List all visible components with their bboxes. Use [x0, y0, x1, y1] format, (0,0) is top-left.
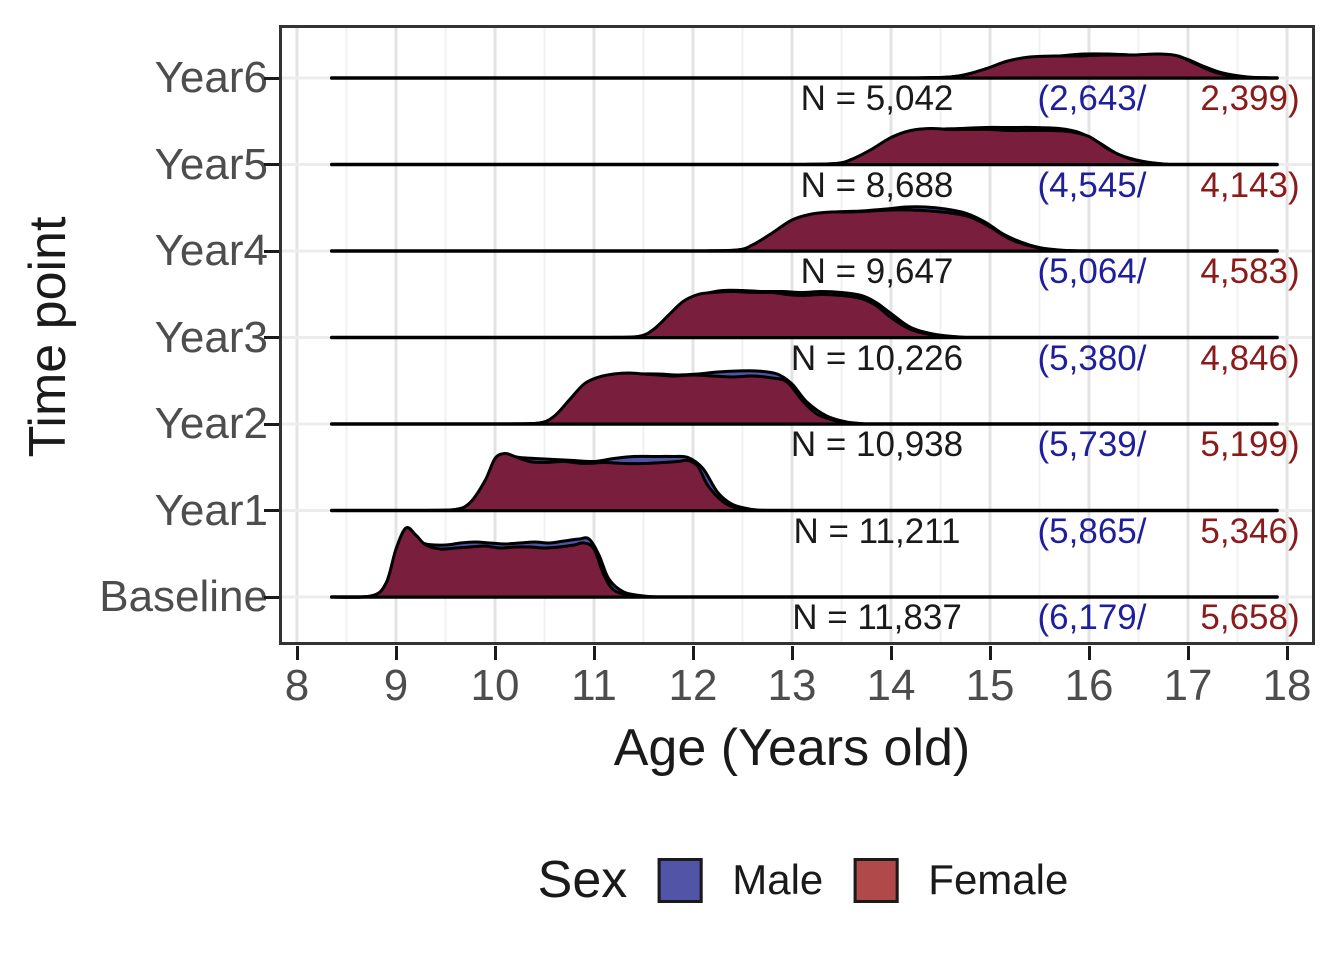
annotation-total-year4: N = 9,647: [800, 252, 954, 291]
annotation-male-year4: (5,064/: [1037, 252, 1147, 291]
annotation-female-year3: 4,846): [1200, 338, 1300, 378]
y-axis-label-baseline: Baseline: [99, 572, 268, 621]
annotation-female-baseline: 5,658): [1200, 598, 1300, 637]
y-axis-label-year5: Year5: [154, 139, 268, 189]
x-axis-tick-label-15: 15: [965, 661, 1015, 710]
annotation-female-year4: 4,583): [1200, 252, 1300, 291]
x-axis-tick-label-17: 17: [1163, 661, 1213, 710]
density-female-year5: [800, 126, 1170, 166]
y-axis-label-year1: Year1: [154, 485, 268, 535]
y-axis-tick: [264, 595, 279, 599]
y-axis-tick: [264, 509, 279, 512]
density-female-year1: [424, 451, 759, 512]
density-female-year2: [508, 371, 858, 426]
annotation-female-year6: 2,399): [1200, 79, 1300, 118]
y-axis-tick: [264, 76, 279, 80]
density-female-year4: [701, 208, 1081, 253]
annotation-total-baseline: N = 11,837: [792, 598, 962, 637]
legend-label-male: Male: [732, 856, 824, 903]
annotation-row-year3: N = 10,226 (5,380/4,846): [0, 335, 1344, 383]
y-axis-label-year3: Year3: [154, 312, 268, 362]
y-axis-tick: [264, 422, 279, 426]
x-axis-tick: [1285, 646, 1289, 660]
annotation-total-year5: N = 8,688: [800, 165, 954, 205]
x-axis-tick: [493, 646, 497, 660]
annotation-total-year1: N = 11,211: [793, 511, 961, 551]
legend: Sex Male Female: [537, 851, 1069, 909]
x-axis-tick-label-8: 8: [284, 661, 310, 710]
legend-swatch-female-icon: [853, 857, 899, 903]
x-axis-tick-label-11: 11: [571, 661, 617, 710]
x-axis-tick-label-10: 10: [470, 661, 520, 710]
density-female-year6: [914, 52, 1274, 80]
annotation-total-year3: N = 10,226: [790, 338, 964, 378]
annotation-male-year5: (4,545/: [1037, 165, 1147, 205]
x-axis-tick-label-13: 13: [767, 661, 817, 710]
x-axis-tick-label-14: 14: [866, 661, 916, 710]
y-axis-label-year2: Year2: [154, 399, 268, 448]
annotation-row-year1: N = 11,211 (5,865/5,346): [0, 508, 1344, 556]
x-axis-tick-label-16: 16: [1064, 661, 1114, 710]
annotation-male-baseline: (6,179/: [1037, 598, 1147, 637]
annotation-female-year5: 4,143): [1200, 165, 1300, 205]
x-axis-tick: [691, 646, 695, 660]
panel-border: [279, 25, 1315, 645]
plot-panel: [279, 25, 1315, 645]
legend-label-female: Female: [928, 856, 1069, 903]
x-axis-tick-label-9: 9: [383, 661, 409, 710]
legend-title: Sex: [537, 851, 628, 909]
y-axis-label-year4: Year4: [154, 226, 268, 275]
y-axis-tick: [264, 163, 279, 166]
annotation-male-year6: (2,643/: [1037, 79, 1147, 118]
annotation-female-year2: 5,199): [1200, 425, 1300, 464]
annotation-row-year5: N = 8,688 (4,545/4,143): [0, 162, 1344, 210]
x-axis-tick: [1087, 646, 1091, 660]
annotation-row-baseline: N = 11,837 (6,179/5,658): [0, 594, 1344, 642]
x-axis-tick: [790, 646, 794, 660]
x-axis-title: Age (Years old): [613, 719, 971, 777]
y-axis-label-year6: Year6: [154, 53, 268, 102]
x-axis-tick: [889, 646, 893, 660]
y-axis-title: Time point: [19, 216, 77, 458]
legend-swatch-male-icon: [657, 857, 703, 903]
annotation-female-year1: 5,346): [1200, 511, 1300, 551]
annotation-row-year2: N = 10,938 (5,739/5,199): [0, 421, 1344, 469]
annotation-male-year1: (5,865/: [1037, 511, 1147, 551]
y-axis-tick: [264, 336, 279, 339]
x-axis-tick: [1186, 646, 1190, 660]
x-axis-tick-label-18: 18: [1262, 661, 1312, 710]
annotation-row-year6: N = 5,042 (2,643/2,399): [0, 75, 1344, 123]
y-axis-tick: [264, 249, 279, 253]
density-female-year3: [607, 290, 962, 339]
density-female-baseline: [330, 526, 650, 599]
annotation-total-year6: N = 5,042: [800, 79, 954, 118]
annotation-male-year3: (5,380/: [1037, 338, 1147, 378]
x-axis-tick: [988, 646, 992, 660]
x-axis-tick-label-12: 12: [668, 661, 718, 710]
annotation-male-year2: (5,739/: [1037, 425, 1147, 464]
x-axis-tick: [295, 646, 299, 660]
x-axis-tick: [592, 646, 596, 660]
annotation-row-year4: N = 9,647 (5,064/4,583): [0, 248, 1344, 296]
x-axis-tick: [394, 646, 398, 660]
annotation-total-year2: N = 10,938: [790, 425, 964, 464]
